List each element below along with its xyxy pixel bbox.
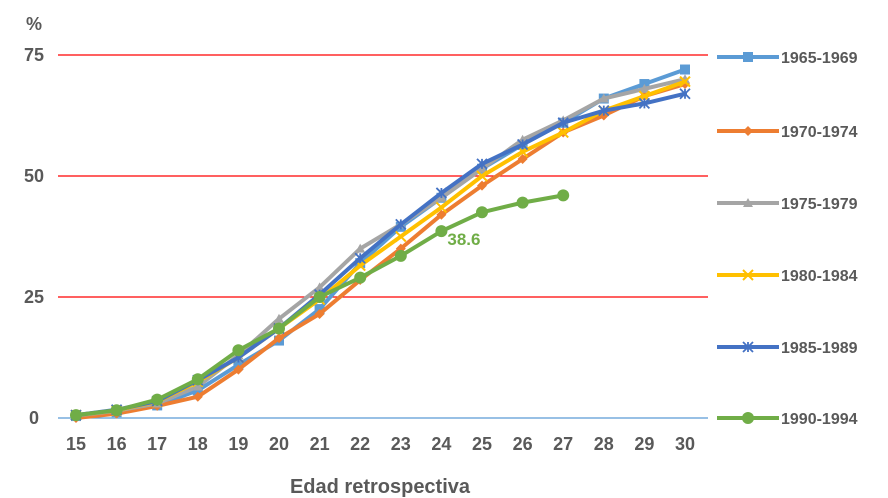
data-point [232,344,245,357]
series-line [74,91,687,418]
legend-label: 1975-1979 [781,196,858,213]
data-point [274,313,284,323]
data-point [354,252,366,264]
x-tick-label: 25 [472,434,492,454]
data-point [314,308,325,319]
data-point [355,243,366,253]
data-point [192,381,203,391]
x-tick-label: 20 [269,434,289,454]
data-point [435,225,448,238]
series-1985-1989 [70,88,691,421]
data-point [476,206,488,219]
x-tick-labels: 15 16 17 18 19 20 21 22 23 24 25 26 27 28 29 30 [66,434,695,454]
y-axis-unit-label: % [26,14,42,34]
legend: 1965-1969 1970-1974 1975-1979 1980-1984 1985… [717,50,858,428]
data-point [679,75,691,88]
x-tick-label: 26 [513,434,533,454]
series-line [74,79,687,418]
legend-label: 1990-1994 [781,411,858,428]
x-tick-label: 17 [147,434,167,454]
data-point [516,138,529,151]
data-point [313,291,326,303]
legend-item: 1990-1994 [717,411,858,428]
y-tick-label: 25 [24,287,44,307]
legend-item: 1985-1989 [717,340,858,357]
y-axis-label: % [26,14,42,34]
x-tick-label: 23 [391,434,411,454]
series-lines [70,64,691,423]
data-point [743,198,753,207]
data-point [477,180,487,191]
data-point [516,196,529,209]
data-point [191,373,204,386]
data-point [557,117,569,129]
data-point [395,230,407,243]
data-point [110,404,123,417]
data-point [557,189,570,202]
data-point [274,333,284,344]
data-point [557,126,569,139]
x-tick-label: 15 [66,434,86,454]
y-tick-label: 0 [29,408,39,428]
gridlines [58,54,708,298]
series-line [74,77,687,418]
x-tick-label: 18 [188,434,208,454]
data-point [743,52,753,62]
series-1980-1984 [70,75,691,421]
data-point [743,126,753,136]
data-point [354,271,367,284]
data-point [639,83,650,93]
data-point [192,391,203,402]
data-point [395,218,407,231]
x-tick-label: 27 [553,434,573,454]
y-tick-label: 50 [24,166,44,186]
legend-label: 1965-1969 [781,50,858,67]
data-point [598,93,609,103]
data-point [435,187,448,199]
data-point [517,154,528,165]
data-point [314,282,325,292]
x-tick-label: 29 [634,434,654,454]
x-tick-label: 19 [228,434,248,454]
annotations: 38.6 [447,230,480,249]
x-axis-label: Edad retrospectiva [290,476,471,498]
x-tick-label: 30 [675,434,695,454]
data-point [435,201,448,214]
data-point [598,105,610,117]
y-tick-labels: 0 25 50 75 [24,45,44,428]
legend-item: 1980-1984 [717,268,858,285]
data-point [233,364,244,375]
legend-item: 1975-1979 [717,196,858,213]
legend-label: 1970-1974 [781,124,858,141]
x-tick-label: 28 [594,434,614,454]
data-point [436,209,447,220]
data-point [70,409,82,422]
legend-label: 1985-1989 [781,340,858,357]
x-tick-label: 22 [350,434,370,454]
y-tick-label: 75 [24,45,44,65]
data-point [151,393,164,406]
x-tick-label: 24 [431,434,451,454]
data-point [394,249,407,262]
data-point [742,412,754,424]
data-point [638,97,651,110]
data-label: 38.6 [447,230,480,249]
data-point [476,170,488,182]
data-point [273,322,285,335]
legend-label: 1980-1984 [781,268,858,285]
legend-item: 1965-1969 [717,50,858,67]
data-point [742,341,754,353]
data-point [742,269,754,281]
legend-item: 1970-1974 [717,124,858,141]
series-1990-1994 [70,189,570,422]
data-point [679,88,691,100]
x-tick-label: 16 [107,434,127,454]
data-point [476,158,488,170]
series-line [74,82,687,420]
x-tick-label: 21 [310,434,330,454]
data-point [680,64,690,75]
